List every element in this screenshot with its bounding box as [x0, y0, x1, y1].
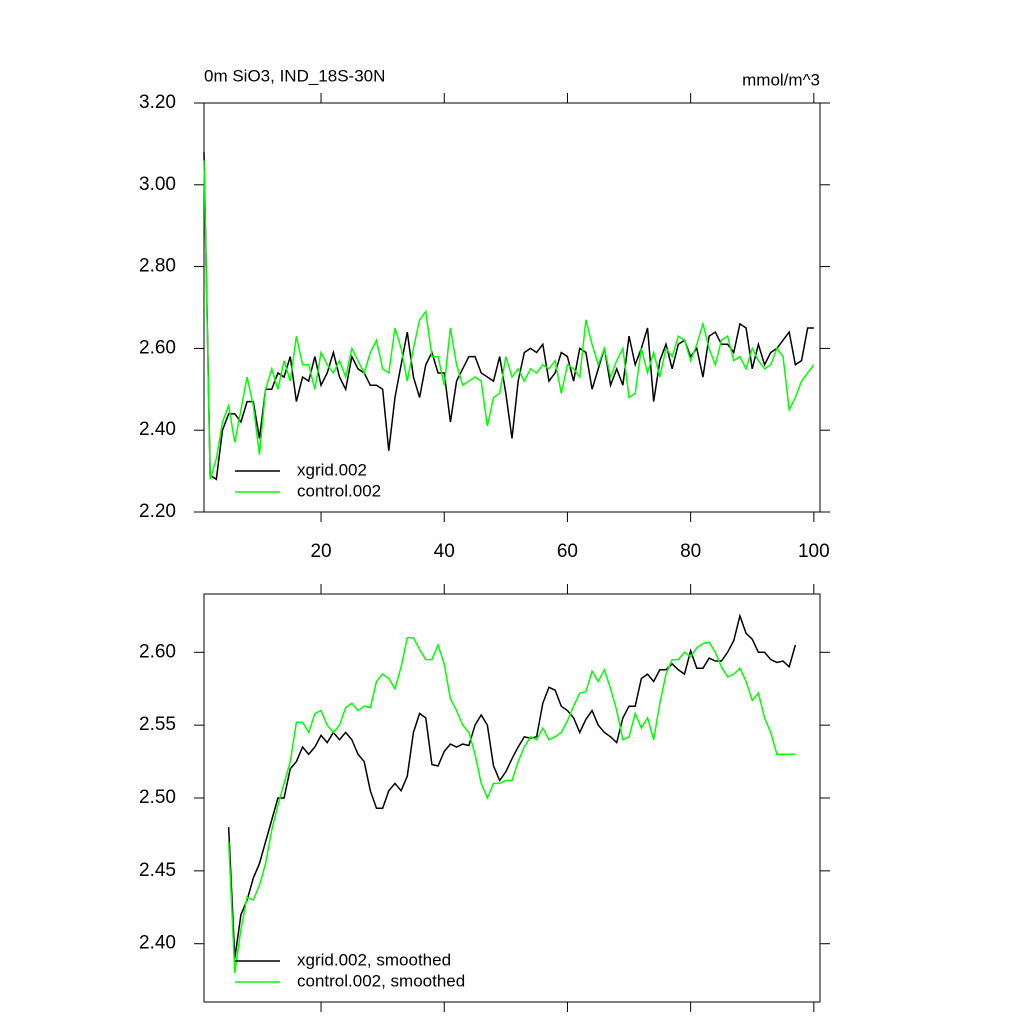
- units-label: mmol/m^3: [742, 70, 820, 89]
- x-tick-label: 40: [434, 541, 455, 562]
- y-tick-label: 2.55: [139, 714, 176, 735]
- series-line: [227, 613, 797, 959]
- y-tick-label: 3.20: [139, 92, 176, 113]
- y-tick-label: 3.00: [139, 174, 176, 195]
- legend-label: control.002: [297, 481, 381, 500]
- plot-frame: [203, 102, 821, 513]
- x-tick-label: 20: [310, 541, 331, 562]
- plot-frame: [203, 593, 821, 1003]
- y-tick-label: 2.40: [139, 419, 176, 440]
- x-tick-label: 100: [798, 541, 830, 562]
- chart-title: 0m SiO3, IND_18S-30N: [204, 66, 385, 85]
- x-tick-label: 60: [557, 541, 578, 562]
- y-tick-label: 2.80: [139, 256, 176, 277]
- y-tick-label: 2.45: [139, 860, 176, 881]
- y-tick-label: 2.40: [139, 933, 176, 954]
- y-tick-label: 2.60: [139, 337, 176, 358]
- legend-label: xgrid.002: [297, 460, 367, 479]
- series-line: [227, 636, 796, 973]
- y-tick-label: 2.50: [139, 787, 176, 808]
- series-line: [203, 152, 814, 481]
- series-line: [203, 160, 815, 480]
- y-tick-label: 2.60: [139, 641, 176, 662]
- legend-label: control.002, smoothed: [297, 971, 465, 990]
- x-tick-label: 80: [680, 541, 701, 562]
- legend-label: xgrid.002, smoothed: [297, 950, 451, 969]
- y-tick-label: 2.20: [139, 501, 176, 522]
